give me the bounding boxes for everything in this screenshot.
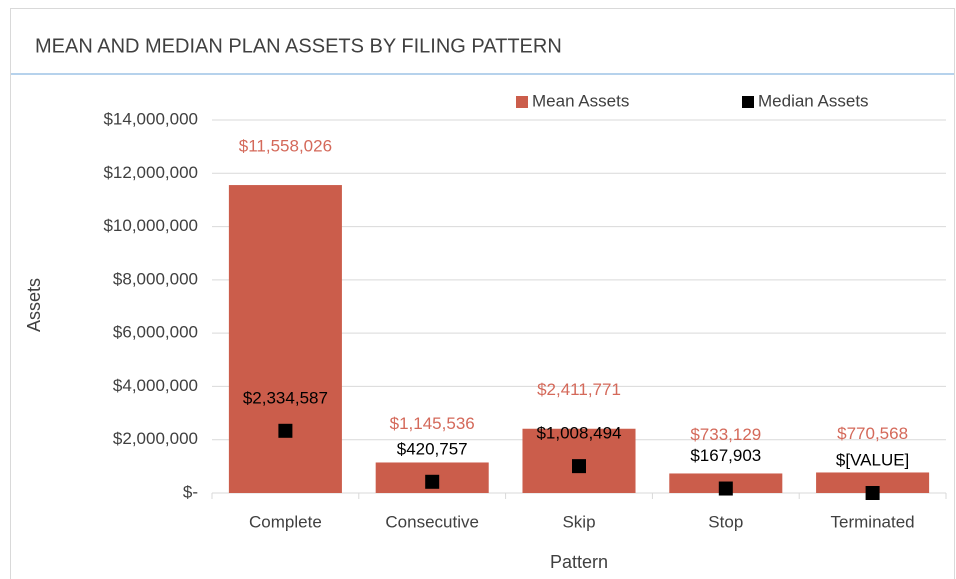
x-tick-label: Terminated [831, 512, 915, 531]
x-tick-label: Complete [249, 512, 322, 531]
y-tick-label: $14,000,000 [103, 109, 198, 128]
y-tick-label: $12,000,000 [103, 163, 198, 182]
x-tick-label: Consecutive [385, 512, 479, 531]
data-label: $733,129 [690, 425, 761, 444]
data-label: $420,757 [397, 439, 468, 458]
x-tick-label: Stop [708, 512, 743, 531]
data-label: $1,145,536 [390, 414, 475, 433]
y-tick-label: $2,000,000 [113, 429, 198, 448]
x-tick-label: Skip [562, 512, 595, 531]
data-label: $[VALUE] [836, 450, 909, 469]
legend-label: Median Assets [758, 91, 869, 110]
data-label: $1,008,494 [536, 424, 621, 443]
marker [278, 423, 293, 438]
legend-label: Mean Assets [532, 91, 629, 110]
data-label: $167,903 [690, 446, 761, 465]
data-label: $2,334,587 [243, 388, 328, 407]
legend-swatch [742, 96, 754, 108]
marker [425, 474, 440, 489]
marker [865, 486, 880, 500]
bar [228, 185, 342, 493]
y-tick-label: $6,000,000 [113, 323, 198, 342]
y-tick-label: $10,000,000 [103, 216, 198, 235]
marker [572, 459, 586, 474]
data-label: $770,568 [837, 424, 908, 443]
data-label: $11,558,026 [239, 137, 332, 156]
y-axis-label: Assets [24, 278, 44, 332]
bar [816, 472, 930, 493]
y-tick-label: $- [183, 482, 198, 501]
legend-swatch [516, 96, 528, 108]
chart-title: MEAN AND MEDIAN PLAN ASSETS BY FILING PA… [35, 35, 562, 57]
y-tick-label: $8,000,000 [113, 269, 198, 288]
data-label: $2,411,771 [537, 380, 621, 399]
marker [718, 481, 733, 496]
y-tick-label: $4,000,000 [113, 376, 198, 395]
x-axis-label: Pattern [550, 552, 608, 572]
